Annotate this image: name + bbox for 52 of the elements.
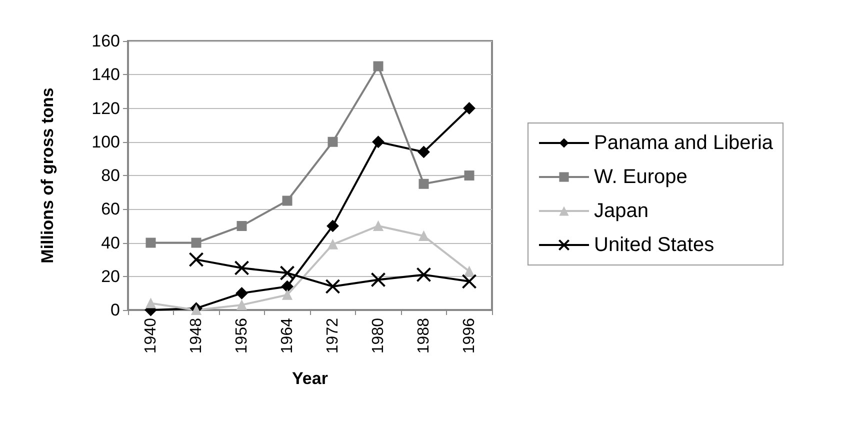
point <box>282 290 292 300</box>
point <box>188 252 204 268</box>
x-axis-title: Year <box>292 369 328 388</box>
point <box>325 278 340 294</box>
point <box>464 266 474 276</box>
point <box>326 220 339 232</box>
y-tick-label: 60 <box>101 200 120 219</box>
legend-label: Panama and Liberia <box>594 132 774 154</box>
point <box>236 220 247 231</box>
y-tick-label: 0 <box>110 300 120 320</box>
y-tick-label: 80 <box>101 166 120 185</box>
y-tick-label: 20 <box>101 266 120 286</box>
point <box>370 272 386 288</box>
point <box>282 196 292 206</box>
point <box>234 260 250 276</box>
point <box>373 61 384 72</box>
x-tick-label: 1972 <box>324 318 342 354</box>
point <box>463 102 476 114</box>
y-tick-label: 40 <box>101 233 120 252</box>
y-tick-label: 160 <box>92 32 120 50</box>
legend-label: Japan <box>594 200 648 222</box>
point <box>418 231 429 242</box>
point <box>281 280 294 292</box>
point <box>418 146 430 158</box>
x-tick-label: 1964 <box>278 318 296 354</box>
point <box>328 136 338 147</box>
point <box>236 300 247 310</box>
point <box>191 238 202 248</box>
y-tick-label: 100 <box>92 132 120 152</box>
x-tick-label: 1948 <box>188 318 205 354</box>
point <box>416 267 432 282</box>
y-tick-label: 120 <box>92 98 120 118</box>
x-tick-label: 1980 <box>370 318 387 354</box>
x-tick-label: 1996 <box>460 318 478 354</box>
point <box>372 136 384 148</box>
legend-label: W. Europe <box>594 166 688 188</box>
point <box>462 274 477 289</box>
legend-label: United States <box>594 234 714 256</box>
y-tick-label: 140 <box>92 65 120 84</box>
x-tick-label: 1956 <box>233 318 250 354</box>
point <box>191 305 202 315</box>
point <box>418 178 429 189</box>
point <box>328 239 338 250</box>
point <box>236 287 248 300</box>
point <box>146 298 156 308</box>
point <box>373 220 384 231</box>
point <box>464 170 474 180</box>
x-tick-label: 1940 <box>142 318 160 354</box>
x-tick-label: 1988 <box>415 318 432 354</box>
point <box>280 266 295 281</box>
point <box>146 238 156 248</box>
y-axis-title: Millions of gross tons <box>38 88 57 264</box>
